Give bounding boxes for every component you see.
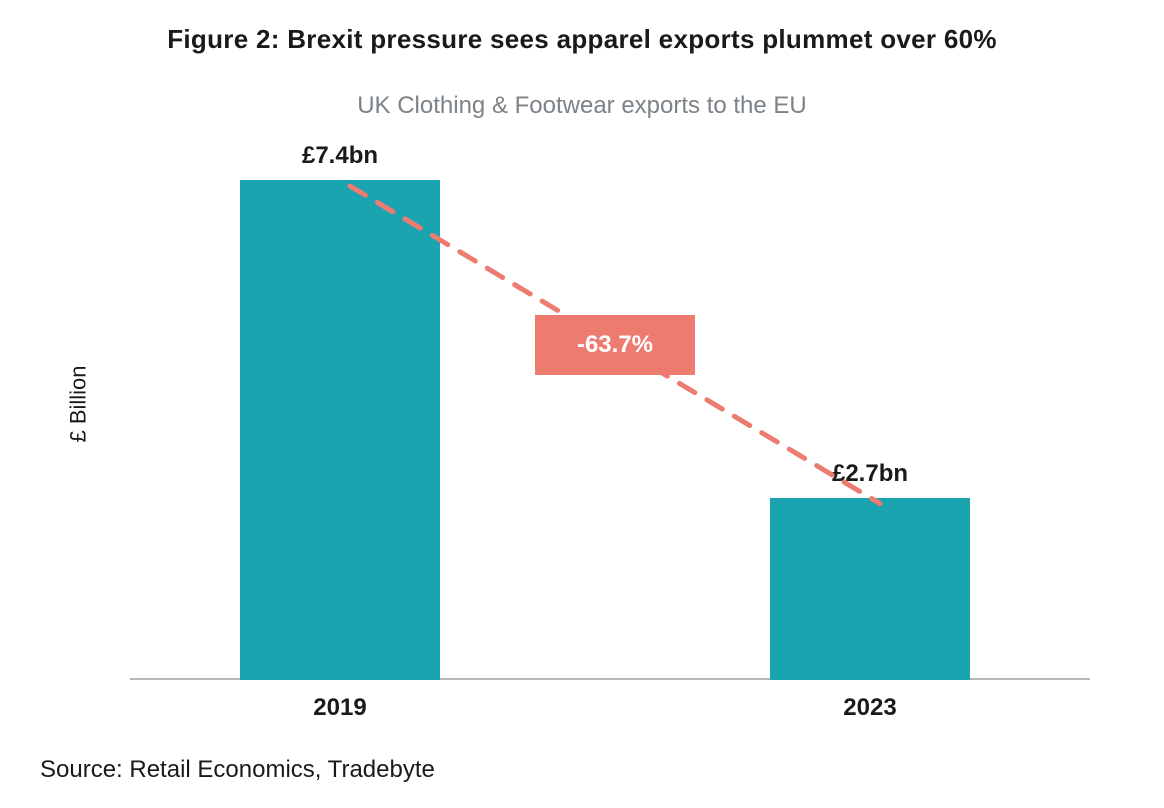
chart-title: Figure 2: Brexit pressure sees apparel e… [0, 24, 1164, 55]
bar-2023 [770, 498, 970, 680]
plot-area: £7.4bn 2019 £2.7bn 2023 -63.7% [130, 150, 1090, 680]
y-axis-label: £ Billion [66, 365, 92, 442]
category-label-2019: 2019 [240, 694, 440, 722]
chart-subtitle: UK Clothing & Footwear exports to the EU [0, 92, 1164, 120]
bar-2019 [240, 180, 440, 680]
source-caption: Source: Retail Economics, Tradebyte [40, 756, 435, 784]
category-label-2023: 2023 [770, 694, 970, 722]
delta-badge: -63.7% [535, 315, 695, 375]
bar-value-label-2023: £2.7bn [770, 460, 970, 488]
bar-value-label-2019: £7.4bn [240, 142, 440, 170]
figure-container: Figure 2: Brexit pressure sees apparel e… [0, 0, 1164, 808]
